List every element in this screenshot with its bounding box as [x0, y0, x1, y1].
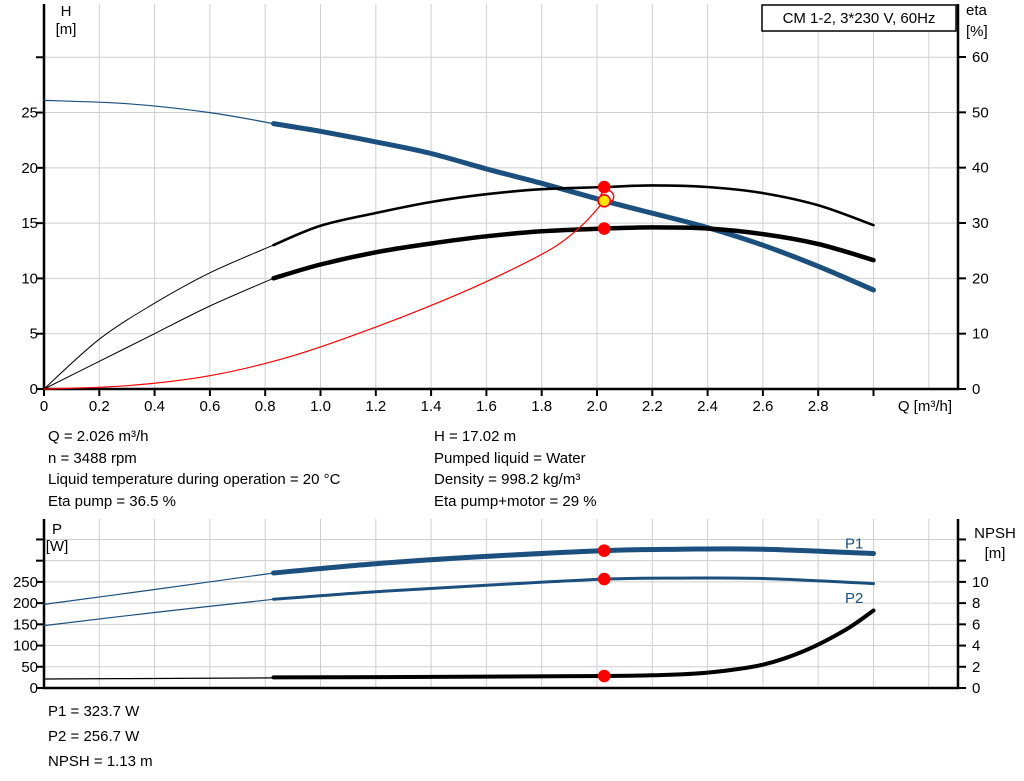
- info-line: NPSH = 1.13 m: [48, 753, 153, 770]
- info-line: H = 17.02 m: [434, 428, 517, 445]
- left-axis-title: H: [61, 3, 72, 20]
- left-axis-title: [W]: [46, 538, 69, 555]
- right-tick-label: 20: [972, 270, 989, 287]
- x-tick-label: 1.0: [310, 398, 331, 415]
- duty-point-head[interactable]: [597, 189, 615, 208]
- info-line: P1 = 323.7 W: [48, 703, 140, 720]
- curve-eta-total-thin: [43, 277, 274, 390]
- x-tick-label: 0: [40, 398, 48, 415]
- curve-p2-thin: [43, 598, 275, 627]
- curve-p1-thin: [43, 572, 275, 605]
- left-tick-label: 15: [21, 215, 38, 232]
- curve-label-p1: P1: [845, 535, 863, 552]
- right-tick-label: 2: [972, 659, 980, 676]
- info-line: Eta pump+motor = 29 %: [434, 492, 597, 510]
- duty-point-dot: [597, 222, 611, 235]
- duty-point-npsh[interactable]: [597, 669, 611, 683]
- info-line: n = 3488 rpm: [48, 449, 137, 467]
- right-axis-title: [%]: [966, 23, 988, 40]
- curve-head: [271, 121, 876, 293]
- chart-title-box: [761, 4, 957, 32]
- left-tick-label: 20: [21, 160, 38, 177]
- right-tick-label: 10: [972, 574, 989, 591]
- right-tick-label: 4: [972, 638, 980, 655]
- left-axis-title: [m]: [56, 21, 77, 38]
- x-tick-label: 0.8: [255, 398, 276, 415]
- right-tick-label: 50: [972, 104, 989, 121]
- curve-eta-pump-thin: [43, 244, 274, 390]
- x-tick-label: 0.4: [144, 398, 165, 415]
- duty-point-p2[interactable]: [597, 572, 611, 586]
- right-tick-label: 0: [972, 381, 980, 398]
- info-line: Pumped liquid = Water: [434, 449, 586, 467]
- curve-npsh-thin: [43, 677, 275, 680]
- x-tick-label: 2.0: [587, 398, 608, 415]
- power-npsh-chart[interactable]: 0 50 100 150 200 250 0 2 4 6 8 10 P1 P2 P[W] NPSH [m]: [13, 519, 1016, 697]
- right-tick-label: 40: [972, 160, 989, 177]
- duty-point-dot: [597, 544, 611, 557]
- curve-system-curve: [43, 200, 605, 390]
- left-tick-label: 5: [30, 326, 38, 343]
- left-axis-title: P: [52, 521, 62, 538]
- x-tick-label: 1.8: [531, 398, 552, 415]
- x-tick-label: 2.8: [808, 398, 829, 415]
- right-axis-title: eta: [966, 2, 988, 19]
- x-tick-label: 1.4: [421, 398, 442, 415]
- x-tick-label: 1.6: [476, 398, 497, 415]
- left-tick-label: 0: [30, 680, 38, 697]
- duty-point-dot: [597, 669, 611, 683]
- right-tick-label: 60: [972, 49, 989, 66]
- left-tick-label: 50: [21, 659, 38, 676]
- left-tick-label: 250: [13, 574, 38, 591]
- info-line: Density = 998.2 kg/m³: [434, 471, 581, 488]
- left-tick-label: 0: [30, 381, 38, 398]
- left-tick-label: 100: [13, 638, 38, 655]
- right-tick-label: 30: [972, 215, 989, 232]
- curve-npsh: [271, 608, 876, 680]
- right-tick-label: 10: [972, 326, 989, 343]
- performance-chart[interactable]: 0 5 10 15 20 25 0 10 20 30 40 50 60 0 0.2 0.4 0.6 0.8 1.0 1…: [21, 2, 988, 415]
- info-line: Liquid temperature during operation = 20…: [48, 471, 341, 488]
- curve-eta-total: [271, 225, 876, 281]
- x-tick-label: 1.2: [365, 398, 386, 415]
- right-tick-label: 8: [972, 595, 980, 612]
- right-axis-title: [m]: [985, 545, 1006, 562]
- curve-head-thin: [43, 99, 275, 125]
- duty-point-dot: [597, 572, 611, 586]
- info-line: P2 = 256.7 W: [48, 728, 140, 745]
- duty-point-eta-total[interactable]: [597, 222, 611, 235]
- x-tick-label: 0.2: [89, 398, 110, 415]
- x-tick-label: 2.4: [697, 398, 718, 415]
- info-line: Q = 2.026 m³/h: [48, 428, 149, 445]
- right-tick-label: 6: [972, 616, 980, 633]
- duty-point-dot: [597, 193, 611, 208]
- curve-label-p2: P2: [845, 590, 863, 607]
- x-axis-title: Q [m³/h]: [898, 398, 952, 415]
- left-tick-label: 150: [13, 616, 38, 633]
- curve-p2: [272, 576, 875, 601]
- chart-title: CM 1-2, 3*230 V, 60Hz: [783, 10, 936, 27]
- info-line: Eta pump = 36.5 %: [48, 492, 176, 510]
- x-tick-label: 2.6: [752, 398, 773, 415]
- right-tick-label: 0: [972, 680, 980, 697]
- left-tick-label: 25: [21, 105, 38, 122]
- left-tick-label: 10: [21, 270, 38, 287]
- right-axis-title: NPSH: [974, 525, 1016, 542]
- duty-point-p1[interactable]: [597, 544, 611, 557]
- x-tick-label: 2.2: [642, 398, 663, 415]
- curve-eta-pump: [272, 184, 875, 247]
- left-tick-label: 200: [13, 595, 38, 612]
- x-tick-label: 0.6: [199, 398, 220, 415]
